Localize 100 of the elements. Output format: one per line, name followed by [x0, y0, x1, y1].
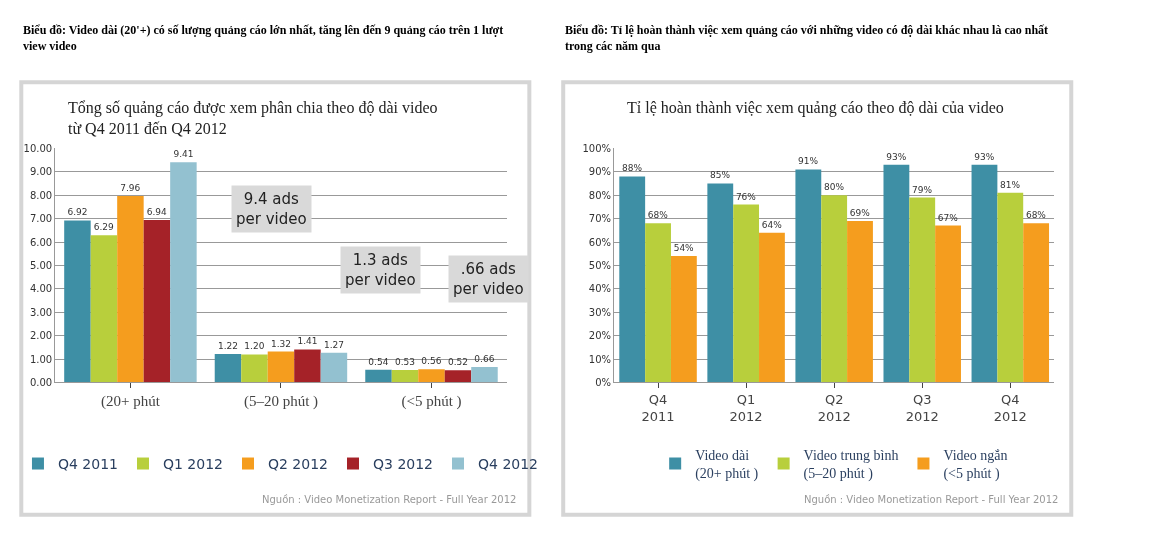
y-tick-label: 10.00	[23, 142, 53, 154]
y-tick-label: 4.00	[29, 283, 53, 295]
bar	[471, 367, 498, 383]
data-label: 7.96	[120, 183, 141, 194]
y-tick-label: 6.00	[29, 236, 53, 248]
legend-label: Video ngắn (<5 phút )	[943, 447, 1008, 483]
x-tick-label: (5–20 phút )	[243, 393, 319, 411]
y-tick-label: 60%	[588, 236, 612, 248]
data-label: 85%	[710, 170, 731, 181]
data-label: 0.56	[421, 356, 442, 367]
chart-title: Biểu đồ: Tỉ lệ hoàn thành việc xem quảng cáo với những video có độ dài khác nhau là cao nhất trong các năm qua	[565, 23, 1049, 53]
y-tick-label: 30%	[588, 306, 612, 318]
bar	[847, 220, 873, 383]
bar	[241, 354, 268, 383]
legend-label: Video trung bình (5–20 phút )	[803, 447, 899, 483]
legend-label: Q1 2012	[162, 455, 223, 472]
chart-subtitle: Tỉ lệ hoàn thành việc xem quảng cáo theo độ dài của video	[627, 99, 1004, 117]
text: Nguồn : Video Monetization Report - Full Year 2012	[804, 494, 1059, 505]
y-tick-label: 8.00	[29, 189, 53, 201]
bar	[883, 164, 910, 383]
y-tick-label: 7.00	[29, 213, 53, 225]
bar	[1023, 223, 1050, 383]
y-tick-label: 9.00	[29, 166, 53, 178]
bar	[619, 176, 646, 383]
bar	[935, 225, 961, 383]
y-tick-label: 20%	[588, 330, 612, 342]
data-label: 64%	[761, 219, 783, 230]
y-tick-label: 1.00	[29, 353, 53, 365]
y-tick-label: 3.00	[29, 306, 53, 318]
bar	[821, 195, 848, 383]
data-label: 1.41	[297, 336, 318, 347]
data-label: 54%	[673, 243, 695, 254]
bar	[733, 204, 760, 383]
annotation: .66 ads per video	[453, 260, 524, 298]
y-tick-label: 0.00	[29, 376, 53, 388]
bar	[997, 192, 1024, 383]
bar	[64, 220, 91, 383]
bar	[391, 370, 419, 383]
x-tick-label: Q4 2011	[641, 392, 675, 424]
data-label: 9.41	[173, 149, 194, 160]
data-label: 1.22	[217, 340, 238, 351]
data-label: 81%	[1000, 179, 1021, 190]
data-label: 67%	[937, 212, 959, 223]
data-label: 76%	[735, 191, 757, 202]
data-label: 88%	[621, 163, 643, 174]
bar	[670, 256, 697, 383]
data-label: 1.20	[244, 341, 265, 352]
bar	[971, 164, 998, 383]
legend-label: Q2 2012	[267, 455, 329, 472]
x-tick-label: (20+ phút	[100, 393, 161, 411]
data-label: 0.53	[394, 357, 416, 368]
data-label: 68%	[647, 210, 669, 221]
bar	[214, 353, 242, 383]
bar	[909, 197, 936, 383]
y-tick-label: 90%	[588, 166, 612, 178]
data-label: 0.54	[368, 356, 389, 367]
chart-title: Biểu đồ: Video dài (20'+) có số lượng quảng cáo lớn nhất, tăng lên đến 9 quảng cáo trên 1 lượt view video	[23, 23, 504, 53]
bar	[267, 351, 295, 383]
annotation: 9.4 ads per video	[236, 190, 307, 228]
bar	[170, 162, 197, 383]
y-tick-label: 70%	[588, 213, 612, 225]
data-label: 80%	[823, 182, 845, 193]
y-tick-label: 40%	[588, 283, 612, 295]
data-label: 68%	[1025, 210, 1047, 221]
bar	[795, 169, 822, 383]
x-tick-label: Q4 2012	[993, 392, 1027, 424]
data-label: 6.29	[93, 222, 115, 233]
legend-label: Video dài (20+ phút )	[695, 447, 759, 483]
legend-label: Q4 2012	[478, 455, 539, 472]
data-label: 93%	[886, 151, 907, 162]
data-label: 91%	[798, 156, 819, 167]
text: Nguồn : Video Monetization Report - Full Year 2012	[262, 494, 517, 505]
chart-subtitle: Tổng số quảng cáo được xem phân chia theo độ dài video từ Q4 2011 đến Q4 2012	[68, 99, 438, 137]
bar	[418, 369, 445, 383]
x-tick-label: (<5 phút )	[401, 393, 462, 411]
bar	[90, 235, 118, 383]
bar	[707, 183, 734, 383]
y-tick-label: 80%	[588, 189, 612, 201]
bar	[365, 369, 392, 383]
y-tick-label: 10%	[588, 353, 612, 365]
bar	[759, 232, 785, 383]
annotation: 1.3 ads per video	[345, 251, 416, 289]
y-tick-label: 100%	[582, 142, 612, 154]
data-label: 79%	[912, 184, 933, 195]
y-tick-label: 50%	[588, 259, 612, 271]
data-label: 0.52	[447, 357, 469, 368]
data-label: 0.66	[474, 354, 495, 365]
data-label: 6.92	[67, 207, 88, 218]
y-tick-label: 5.00	[29, 259, 53, 271]
y-tick-label: 2.00	[29, 330, 53, 342]
data-label: 6.94	[146, 206, 168, 217]
bar	[645, 223, 671, 383]
bar	[294, 349, 321, 383]
y-tick-label: 0%	[595, 376, 612, 388]
data-label: 69%	[849, 207, 871, 218]
bar	[320, 352, 348, 383]
bar	[444, 370, 472, 383]
x-tick-label: Q1 2012	[729, 392, 763, 424]
bar	[117, 196, 144, 383]
x-tick-label: Q2 2012	[817, 392, 851, 424]
